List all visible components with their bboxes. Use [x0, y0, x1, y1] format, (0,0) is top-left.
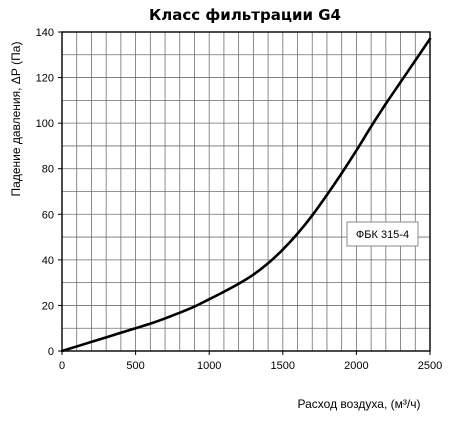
x-tick-labels: 0 500 1000 1500 2000 2500: [59, 351, 442, 372]
y-tick-label: 20: [42, 300, 54, 312]
legend-box: [346, 221, 419, 247]
x-tick-label: 0: [59, 360, 65, 372]
grid: [62, 32, 430, 351]
x-tick-label: 500: [126, 360, 144, 372]
y-tick-label: 40: [42, 255, 54, 267]
x-tick-label: 1500: [271, 360, 295, 372]
legend: ФБК 315-4: [346, 221, 419, 247]
y-tick-label: 80: [42, 164, 54, 176]
y-tick-label: 120: [36, 73, 54, 85]
plot-border: [61, 31, 431, 352]
x-tick-label: 2000: [344, 360, 368, 372]
y-tick-labels: 0 20 40 60 80 100 120 140: [36, 27, 62, 358]
x-tick-label: 1000: [197, 360, 221, 372]
x-axis-label: Расход воздуха, (м³/ч): [298, 397, 421, 411]
y-tick-label: 60: [42, 209, 54, 221]
legend-entry-label: ФБК 315-4: [356, 229, 409, 241]
y-axis-label: Падение давления, ΔР (Па): [9, 42, 23, 197]
x-tick-label: 2500: [418, 360, 442, 372]
series-lines: [60, 37, 432, 353]
y-tick-label: 100: [36, 118, 54, 130]
series-line: [60, 37, 432, 353]
plot-frame: [61, 31, 431, 352]
y-tick-label: 140: [36, 27, 54, 39]
y-tick-label: 0: [48, 346, 54, 358]
chart-title: Класс фильтрации G4: [149, 6, 341, 24]
